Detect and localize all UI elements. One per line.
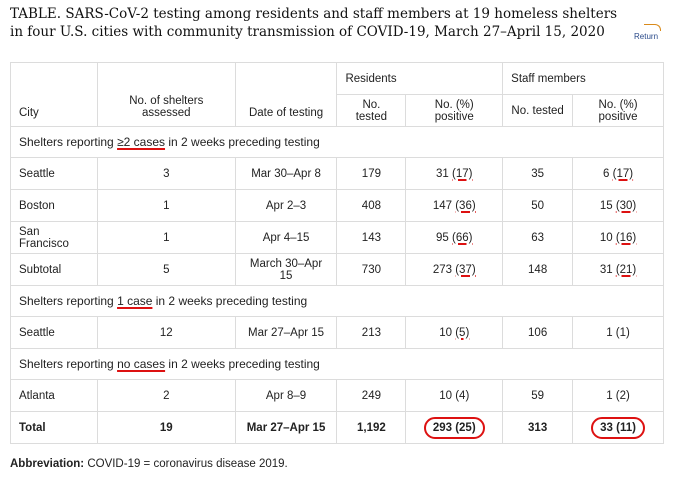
annotation-underline: (30) [615,199,637,212]
section-header-row: Shelters reporting no cases in 2 weeks p… [10,348,664,380]
annotation-circle: 33 (11) [591,416,645,439]
header-shelters: No. of shelters assessed [96,62,236,127]
annotation-underline: (5) [455,326,470,339]
annotation-circle: 293 (25) [423,416,485,439]
annotation-underline: (16) [615,231,637,244]
section-label: Shelters reporting 1 case in 2 weeks pre… [10,285,664,317]
table-row: Atlanta 2 Apr 8–9 249 10 (4) 59 1 (2) [10,379,664,412]
header-staff-positive: No. (%) positive [572,94,664,127]
section-header-row: Shelters reporting ≥2 cases in 2 weeks p… [10,126,664,158]
annotation-underline: (21) [615,263,637,276]
header-row-group: City No. of shelters assessed Date of te… [10,62,664,127]
header-date: Date of testing [234,62,338,127]
annotation-underline: (37) [455,263,476,276]
table-row: Seattle 3 Mar 30–Apr 8 179 31 (17) 35 6 … [10,157,664,190]
section-label: Shelters reporting no cases in 2 weeks p… [10,348,664,380]
table-row: San Francisco 1 Apr 4–15 143 95 (66) 63 … [10,221,664,254]
header-residents: Residents [336,62,504,95]
annotation-underline: (36) [455,199,476,212]
annotation-underline: 1 case [117,294,153,308]
annotation-underline: no cases [117,357,166,371]
header-staff: Staff members [502,62,664,95]
annotation-underline: ≥2 cases [117,135,166,149]
annotation-underline: (66) [452,231,473,244]
table-row-total: Total 19 Mar 27–Apr 15 1,192 293 (25) 31… [10,411,664,444]
header-res-tested: No. tested [336,94,407,127]
data-table: City No. of shelters assessed Date of te… [10,62,664,444]
section-label: Shelters reporting ≥2 cases in 2 weeks p… [10,126,664,158]
section-header-row: Shelters reporting 1 case in 2 weeks pre… [10,285,664,317]
abbreviation-note: Abbreviation: COVID-19 = coronavirus dis… [10,458,288,470]
header-res-positive: No. (%) positive [405,94,504,127]
header-staff-tested: No. tested [502,94,574,127]
annotation-underline: (17) [612,167,634,180]
table-row: Seattle 12 Mar 27–Apr 15 213 10 (5) 106 … [10,316,664,349]
header-city: City [10,62,98,127]
return-arrow-icon [644,24,661,31]
table-title: TABLE. SARS-CoV-2 testing among resident… [10,6,618,40]
return-link[interactable]: Return [634,24,661,41]
return-label: Return [634,32,659,41]
header-row-sub: No. tested No. (%) positive No. tested N… [11,94,664,127]
table-row: Boston 1 Apr 2–3 408 147 (36) 50 15 (30) [10,189,664,222]
annotation-underline: (17) [452,167,473,180]
table-row-subtotal: Subtotal 5 March 30–Apr 15 730 273 (37) … [10,253,664,286]
